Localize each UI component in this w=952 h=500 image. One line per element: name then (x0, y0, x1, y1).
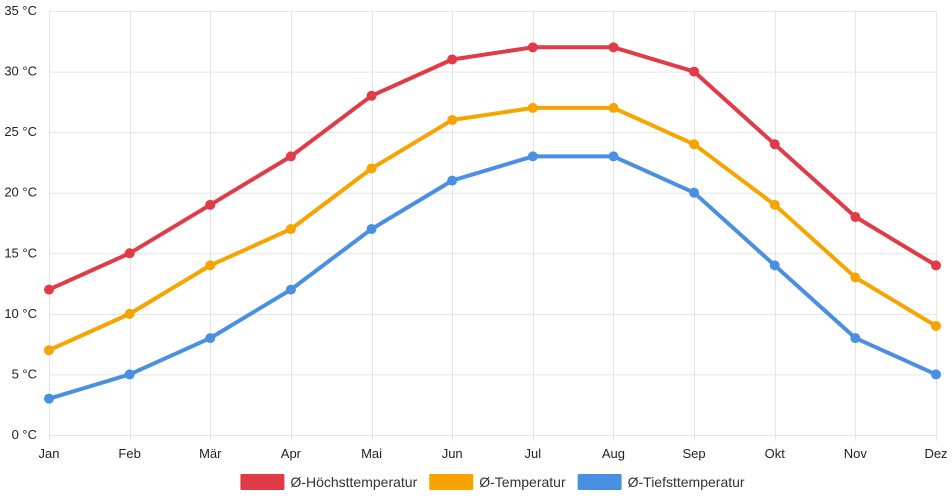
legend-label: Ø-Tiefsttemperatur (628, 474, 745, 490)
series-lines (44, 42, 941, 404)
data-point[interactable] (931, 369, 941, 380)
series-1 (44, 42, 941, 295)
data-point[interactable] (44, 284, 54, 295)
data-point[interactable] (850, 333, 861, 344)
data-point[interactable] (689, 187, 700, 198)
series-line (47, 105, 938, 353)
series-3 (44, 151, 941, 404)
legend-item[interactable]: Ø-Temperatur (429, 474, 566, 490)
x-tick-label: Apr (281, 446, 302, 461)
data-point[interactable] (850, 211, 861, 222)
x-tick-label: Jul (525, 446, 542, 461)
x-axis-ticks: Jan Feb Mär Apr Mai Jun Jul Aug Sep Okt Nov Dez (39, 446, 948, 461)
data-point[interactable] (931, 320, 941, 331)
data-point[interactable] (769, 139, 780, 150)
x-tick-label: Dez (924, 446, 947, 461)
data-point[interactable] (366, 90, 377, 101)
y-tick-label: 5 °C (12, 366, 37, 381)
y-tick-label: 25 °C (4, 124, 37, 139)
x-tick-label: Jun (442, 446, 463, 461)
data-point[interactable] (447, 54, 458, 65)
legend-swatch (429, 474, 474, 490)
data-point[interactable] (285, 151, 296, 162)
data-point[interactable] (527, 151, 538, 162)
legend[interactable]: Ø-Höchsttemperatur Ø-Temperatur Ø-Tiefstte… (240, 474, 745, 490)
series-2 (44, 102, 941, 356)
y-axis-ticks: 0 °C 5 °C 10 °C 15 °C 20 °C 25 °C 30 °C 35 °C (4, 3, 37, 442)
data-point[interactable] (44, 393, 54, 404)
series-line (47, 154, 938, 401)
legend-swatch (577, 474, 622, 490)
data-point[interactable] (205, 260, 216, 271)
grid (49, 11, 937, 441)
data-point[interactable] (850, 272, 861, 283)
data-point[interactable] (608, 42, 619, 53)
x-tick-label: Sep (683, 446, 706, 461)
data-point[interactable] (608, 102, 619, 113)
x-tick-label: Nov (844, 446, 868, 461)
legend-item[interactable]: Ø-Höchsttemperatur (240, 474, 418, 490)
data-point[interactable] (527, 42, 538, 53)
data-point[interactable] (769, 199, 780, 210)
data-point[interactable] (285, 224, 296, 235)
y-tick-label: 0 °C (12, 427, 37, 442)
data-point[interactable] (689, 139, 700, 150)
y-tick-label: 30 °C (4, 64, 37, 79)
data-point[interactable] (769, 260, 780, 271)
data-point[interactable] (44, 345, 54, 356)
y-tick-label: 10 °C (4, 306, 37, 321)
data-point[interactable] (608, 151, 619, 162)
data-point[interactable] (527, 102, 538, 113)
legend-swatch (240, 474, 285, 490)
data-point[interactable] (447, 175, 458, 186)
data-point[interactable] (124, 248, 135, 259)
legend-item[interactable]: Ø-Tiefsttemperatur (577, 474, 745, 490)
data-point[interactable] (366, 224, 377, 235)
data-point[interactable] (124, 369, 135, 380)
legend-label: Ø-Temperatur (479, 474, 566, 490)
data-point[interactable] (689, 66, 700, 77)
data-point[interactable] (447, 115, 458, 126)
x-tick-label: Okt (765, 446, 786, 461)
x-tick-label: Jan (39, 446, 60, 461)
data-point[interactable] (366, 163, 377, 174)
y-tick-label: 15 °C (4, 245, 37, 260)
legend-label: Ø-Höchsttemperatur (290, 474, 417, 490)
series-line (47, 45, 938, 292)
data-point[interactable] (124, 308, 135, 319)
y-tick-label: 20 °C (4, 185, 37, 200)
x-tick-label: Mär (199, 446, 222, 461)
data-point[interactable] (205, 333, 216, 344)
data-point[interactable] (205, 199, 216, 210)
x-tick-label: Feb (118, 446, 140, 461)
y-tick-label: 35 °C (4, 3, 37, 18)
data-point[interactable] (285, 284, 296, 295)
x-tick-label: Aug (602, 446, 625, 461)
x-tick-label: Mai (361, 446, 382, 461)
data-point[interactable] (931, 260, 941, 271)
